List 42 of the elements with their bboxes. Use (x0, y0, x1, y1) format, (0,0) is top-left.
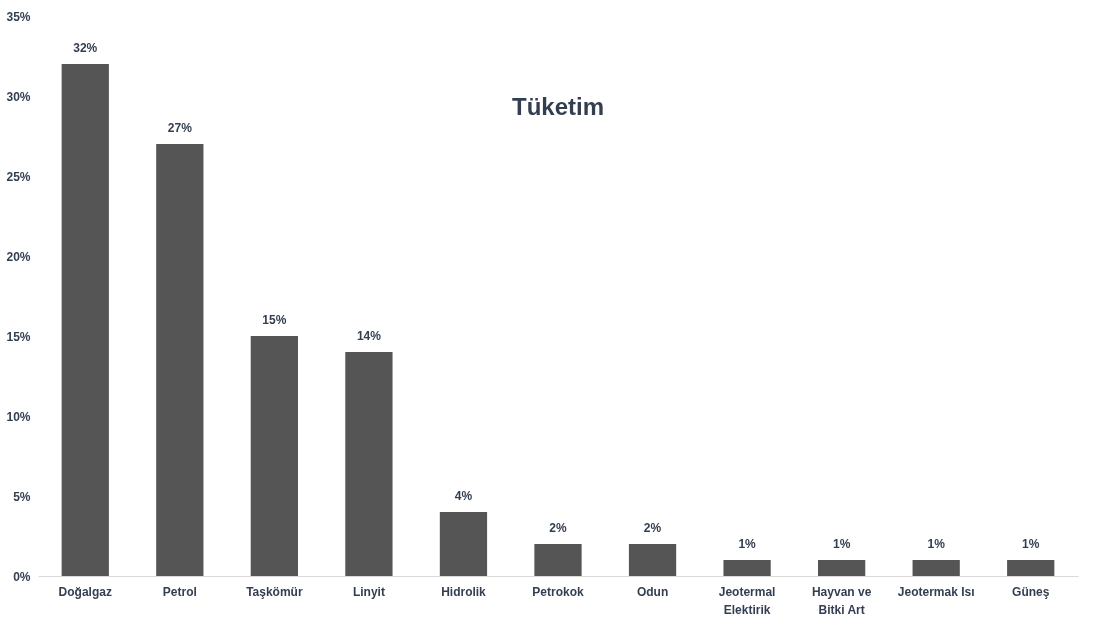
x-tick-label: Doğalgaz (58, 584, 112, 599)
x-tick-label: Jeotermak Isı (897, 584, 975, 599)
x-tick-label: Jeotermal Elektirik (718, 584, 776, 617)
y-tick-label: 15% (6, 329, 31, 344)
data-label: 14% (356, 329, 382, 343)
bar (156, 144, 204, 576)
data-label: 32% (73, 41, 98, 55)
x-tick-label: Hayvan ve Bitki Art (811, 584, 872, 617)
bar (250, 336, 298, 576)
y-tick-label: 35% (6, 9, 31, 24)
x-tick-label: Odun (636, 584, 669, 599)
data-label: 1% (738, 537, 757, 551)
x-tick-label: Petrol (162, 584, 197, 599)
bar (439, 512, 488, 576)
bar (534, 544, 582, 576)
bar (723, 560, 771, 576)
data-label: 2% (549, 521, 567, 535)
data-label: 2% (643, 521, 662, 535)
data-label: 27% (167, 121, 193, 135)
x-tick-label: Taşkömür (246, 584, 303, 599)
y-tick-label: 5% (13, 489, 31, 504)
data-label: 1% (927, 537, 946, 551)
data-label: 1% (832, 537, 851, 551)
y-tick-label: 20% (6, 249, 31, 264)
x-tick-label: Güneş (1012, 584, 1050, 599)
bar (912, 560, 960, 576)
bar (61, 64, 109, 576)
data-label: 1% (1022, 537, 1040, 551)
text: Tüketim (511, 93, 605, 120)
y-tick-label: 0% (13, 569, 31, 584)
y-tick-label: 30% (6, 89, 31, 104)
bar (818, 560, 866, 576)
x-tick-label: Linyit (352, 584, 385, 599)
bar (628, 544, 677, 576)
x-tick-label: Hidrolik (441, 584, 487, 599)
bar (1007, 560, 1055, 576)
bar (345, 352, 393, 576)
x-tick-label: Petrokok (532, 584, 584, 599)
data-label: 4% (454, 489, 473, 503)
y-tick-label: 10% (6, 409, 31, 424)
data-label: 15% (262, 313, 287, 327)
y-tick-label: 25% (6, 169, 31, 184)
